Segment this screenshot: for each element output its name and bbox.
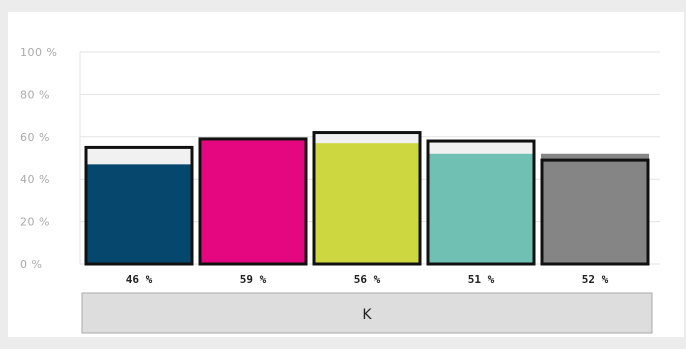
y-axis-ticks: 100 % 80 % 60 % 40 % 20 % 0 % — [20, 46, 57, 271]
value-label: 59 % — [240, 273, 267, 286]
bar-group — [312, 131, 422, 266]
y-tick-label: 80 % — [20, 88, 50, 101]
bar-group — [198, 137, 308, 266]
bars — [84, 131, 650, 266]
value-label: 52 % — [582, 273, 609, 286]
bar — [541, 153, 649, 264]
category-box — [81, 292, 653, 334]
bar — [427, 153, 535, 264]
y-tick-label: 0 % — [20, 258, 42, 271]
value-labels: 46 % 59 % 56 % 51 % 52 % — [126, 273, 609, 286]
bar-group — [540, 153, 650, 266]
y-tick-label: 40 % — [20, 173, 50, 186]
value-label: 51 % — [468, 273, 495, 286]
bar-outline — [84, 145, 194, 266]
value-label: 56 % — [354, 273, 381, 286]
bar-outline — [540, 158, 650, 266]
bar-group — [426, 139, 536, 266]
value-label: 46 % — [126, 273, 153, 286]
category-label: K — [362, 307, 372, 323]
y-tick-label: 20 % — [20, 216, 50, 229]
bar — [85, 164, 193, 264]
bar-outline — [198, 137, 308, 266]
bar-outline — [426, 139, 536, 266]
bar — [199, 138, 307, 264]
y-tick-label: 100 % — [20, 46, 57, 59]
bar-outline — [312, 131, 422, 266]
y-tick-label: 60 % — [20, 131, 50, 144]
bar — [313, 143, 421, 264]
bar-group — [84, 145, 194, 266]
